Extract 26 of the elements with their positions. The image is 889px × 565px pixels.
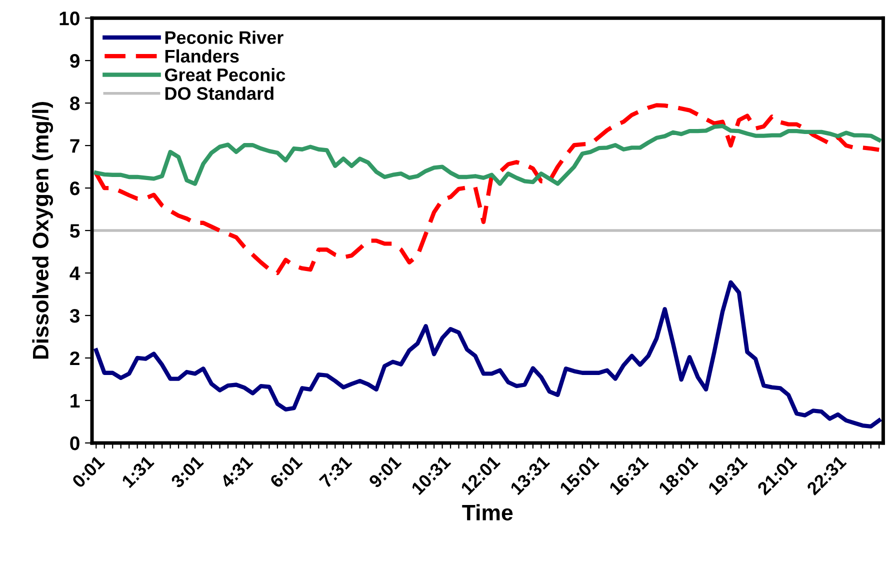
legend-label: Flanders: [165, 49, 239, 63]
line-series: [94, 124, 882, 186]
y-tick-label: 9: [70, 54, 80, 68]
x-axis-title: Time: [462, 504, 513, 520]
y-tick-label: 5: [70, 224, 80, 238]
y-tick-label: 7: [70, 139, 80, 153]
legend-label: Peconic River: [165, 30, 284, 44]
y-tick-label: 1: [70, 394, 80, 408]
legend-label: DO Standard: [165, 86, 274, 100]
x-tick-label: 6:01: [269, 454, 303, 489]
legend-label: Great Peconic: [164, 68, 286, 82]
y-tick-label: 2: [70, 351, 80, 366]
y-tick-label: 4: [70, 266, 80, 280]
y-tick-label: 0: [70, 436, 80, 450]
line-series: [94, 103, 882, 276]
y-tick-label: 8: [70, 96, 80, 110]
x-tick-label: 4:31: [219, 454, 254, 489]
x-tick-label: 9:01: [368, 454, 402, 489]
y-tick-label: 3: [70, 308, 80, 323]
y-axis-title: Dissolved Oxygen (mg/l): [32, 102, 54, 359]
x-tick-label: 3:01: [170, 454, 204, 489]
x-tick-label: 0:01: [71, 454, 106, 488]
y-tick-label: 6: [70, 182, 80, 196]
y-tick-label: 10: [60, 12, 80, 26]
x-tick-label: 7:31: [318, 454, 352, 488]
line-series: [94, 280, 882, 428]
